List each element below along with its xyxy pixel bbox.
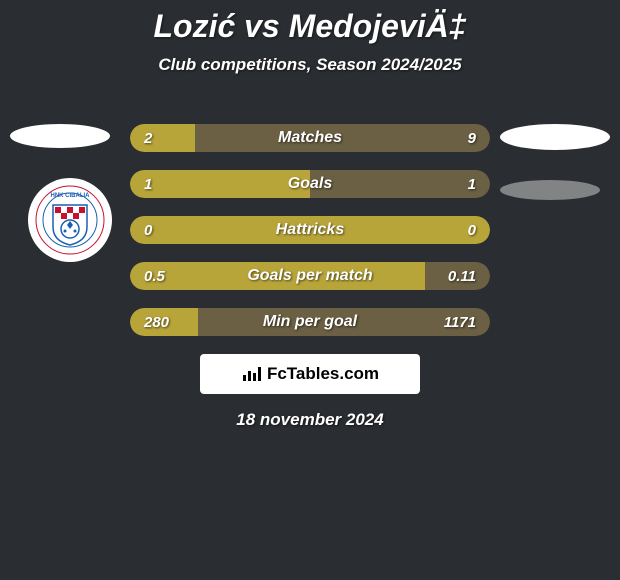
- stat-label: Hattricks: [130, 216, 490, 244]
- stat-label: Matches: [130, 124, 490, 152]
- stat-row: Goals per match0.5 0.11: [130, 262, 490, 290]
- bar-chart-icon: [241, 365, 263, 383]
- stat-value-right: 1: [468, 170, 476, 198]
- club-left-logo: HNK CIBALIA: [28, 178, 112, 262]
- brand-text: FcTables.com: [267, 364, 379, 384]
- comparison-subtitle: Club competitions, Season 2024/2025: [0, 55, 620, 75]
- stat-value-left: 2: [144, 124, 152, 152]
- player-left-placeholder: [10, 124, 110, 148]
- stat-row: Goals1 1: [130, 170, 490, 198]
- stat-value-left: 280: [144, 308, 169, 336]
- stat-label: Goals per match: [130, 262, 490, 290]
- date-label: 18 november 2024: [0, 410, 620, 430]
- stat-value-right: 0: [468, 216, 476, 244]
- stat-label: Goals: [130, 170, 490, 198]
- stat-row: Hattricks0 0: [130, 216, 490, 244]
- stat-value-right: 0.11: [448, 262, 476, 290]
- comparison-title: Lozić vs MedojeviÄ‡: [0, 0, 620, 45]
- stat-value-left: 1: [144, 170, 152, 198]
- stat-label: Min per goal: [130, 308, 490, 336]
- stat-row: Min per goal280 1171: [130, 308, 490, 336]
- stat-value-right: 1171: [444, 308, 476, 336]
- brand-badge[interactable]: FcTables.com: [200, 354, 420, 394]
- club-right-placeholder: [500, 180, 600, 200]
- club-left-logo-text: HNK CIBALIA: [51, 193, 91, 199]
- stats-bars: Matches2 9 Goals1 1 Hattricks0 0 Goals per mat…: [130, 124, 490, 354]
- stat-value-right: 9: [468, 124, 476, 152]
- stat-value-left: 0: [144, 216, 152, 244]
- stat-value-left: 0.5: [144, 262, 165, 290]
- stat-row: Matches2 9: [130, 124, 490, 152]
- player-right-placeholder: [500, 124, 610, 150]
